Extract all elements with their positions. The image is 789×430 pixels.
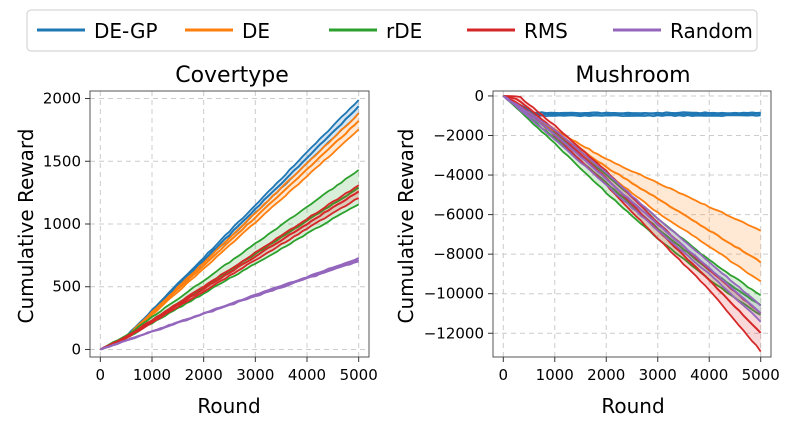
mushroom-xtick-label: 4000 <box>690 366 728 384</box>
covertype-panel: Covertype 0 1000 2000 3000 4000 5000 0 500 1000 1… <box>14 63 378 418</box>
covertype-xtick-label: 4000 <box>288 366 326 384</box>
mushroom-line-random <box>502 95 762 315</box>
mushroom-ytick-label: −10000 <box>424 285 484 303</box>
covertype-xlabel: Round <box>197 394 260 418</box>
mushroom-axes-frame <box>492 90 772 358</box>
mushroom-panel: Mushroom 0 1000 2000 3000 4000 5000 0 −2000 −400… <box>394 63 780 418</box>
mushroom-xlabel: Round <box>601 394 664 418</box>
mushroom-ytick-label: 0 <box>474 87 484 105</box>
mushroom-lower-random <box>502 95 762 323</box>
mushroom-ylabel: Cumulative Reward <box>394 129 418 324</box>
mushroom-ytick-label: −12000 <box>424 324 484 342</box>
legend-frame <box>26 9 758 52</box>
covertype-upper-rms <box>99 184 360 351</box>
mushroom-xtick-label: 0 <box>499 366 509 384</box>
legend-label-random: Random <box>670 19 753 43</box>
covertype-ytick-label: 1000 <box>43 215 81 233</box>
mushroom-xtick-label: 5000 <box>742 366 780 384</box>
mushroom-ytick-label: −4000 <box>433 166 484 184</box>
legend-label-de-gp: DE-GP <box>94 19 158 43</box>
covertype-xtick-label: 1000 <box>133 366 171 384</box>
legend-label-de: DE <box>242 19 270 43</box>
mushroom-ytick-label: −2000 <box>433 126 484 144</box>
covertype-xtick-label: 5000 <box>340 366 378 384</box>
covertype-lower-rms <box>99 197 360 351</box>
covertype-xtick-label: 2000 <box>185 366 223 384</box>
mushroom-lower-de-gp <box>502 95 761 118</box>
mushroom-upper-random <box>502 95 762 307</box>
mushroom-xtick-label: 2000 <box>587 366 625 384</box>
mushroom-ytick-label: −6000 <box>433 206 484 224</box>
covertype-ytick-label: 500 <box>52 278 81 296</box>
covertype-line-rms <box>99 190 360 351</box>
covertype-upper-rde <box>99 169 360 351</box>
covertype-ytick-label: 1500 <box>43 152 81 170</box>
mushroom-lower-rde <box>502 95 762 316</box>
legend: DE-GP DE rDE RMS Random <box>26 9 758 52</box>
covertype-ytick-label: 0 <box>71 340 81 358</box>
covertype-line-random <box>99 258 360 351</box>
covertype-title: Covertype <box>175 63 289 88</box>
covertype-line-de <box>99 120 360 351</box>
mushroom-title: Mushroom <box>575 63 690 88</box>
mushroom-line-rms <box>503 94 762 334</box>
legend-label-rde: rDE <box>386 19 422 43</box>
legend-label-rms: RMS <box>524 19 568 43</box>
mushroom-line-de-gp <box>502 95 761 116</box>
covertype-xtick-label: 3000 <box>236 366 274 384</box>
mushroom-upper-de-gp <box>502 95 761 115</box>
covertype-xtick-label: 0 <box>96 366 106 384</box>
mushroom-line-de <box>502 95 762 264</box>
covertype-ylabel: Cumulative Reward <box>14 129 38 324</box>
mushroom-xtick-label: 3000 <box>639 366 677 384</box>
mushroom-ytick-label: −8000 <box>433 245 484 263</box>
mushroom-xtick-label: 1000 <box>536 366 574 384</box>
covertype-ytick-label: 2000 <box>43 90 81 108</box>
